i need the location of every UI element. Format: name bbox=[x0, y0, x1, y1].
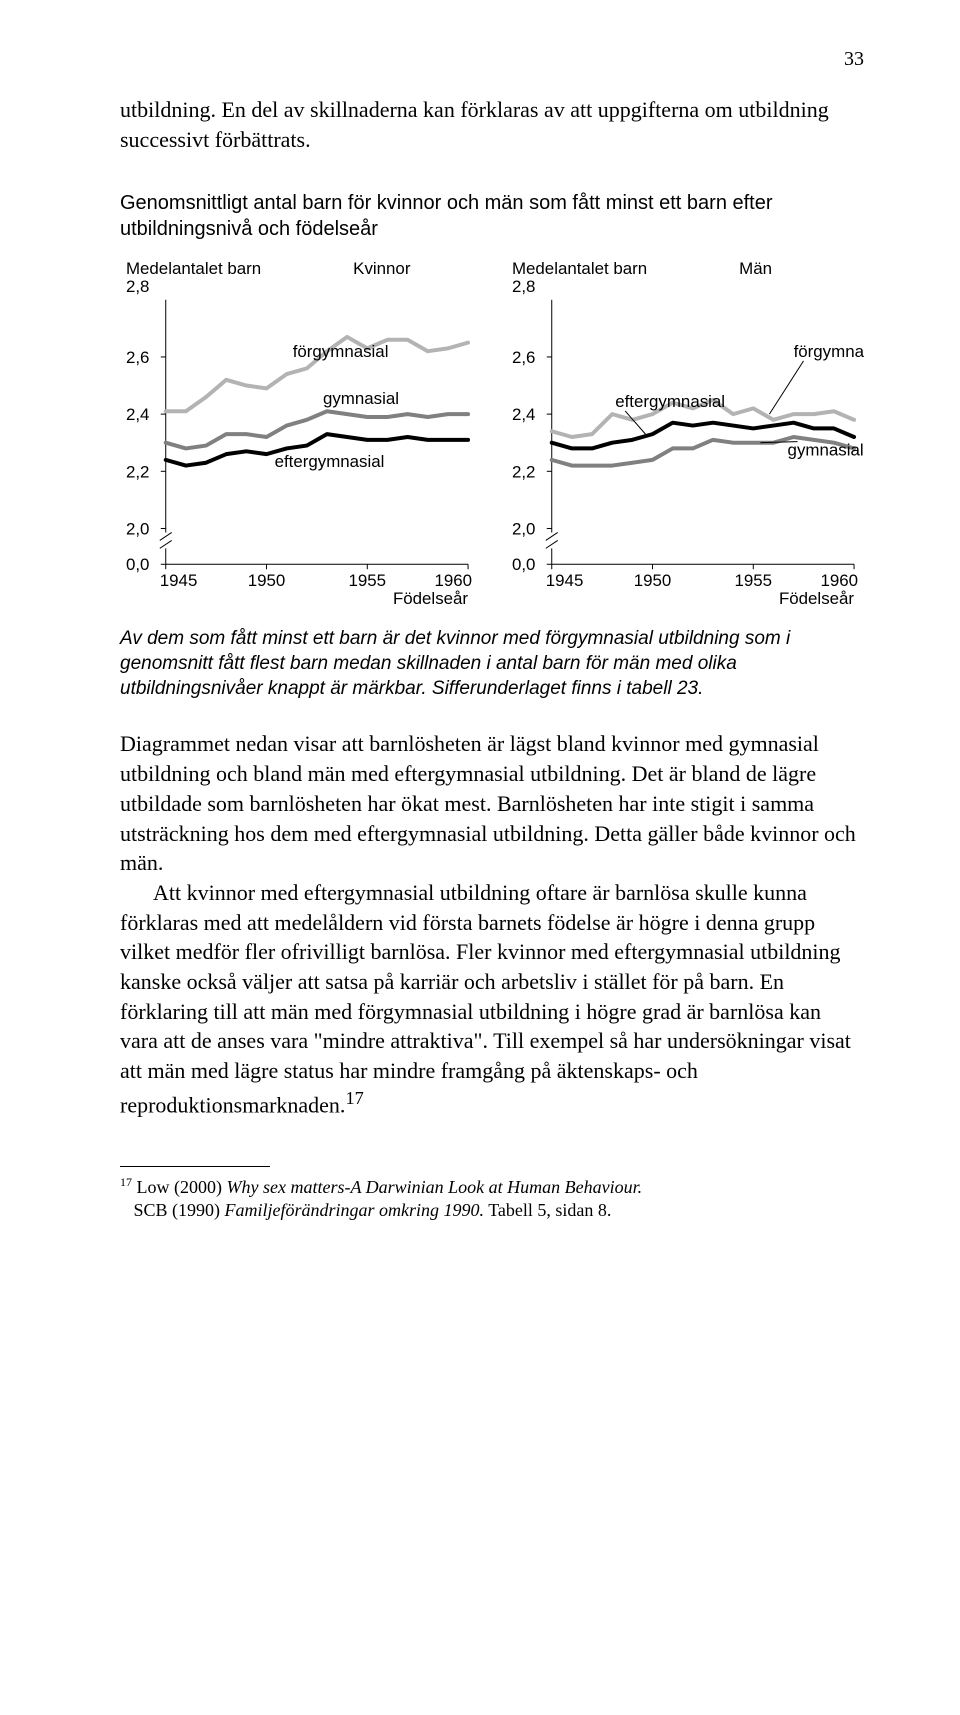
svg-text:0,0: 0,0 bbox=[512, 556, 535, 575]
svg-text:Män: Män bbox=[739, 259, 772, 278]
body-paragraph-1: Diagrammet nedan visar att barnlösheten … bbox=[120, 729, 864, 877]
svg-text:eftergymnasial: eftergymnasial bbox=[615, 392, 725, 411]
chart-kvinnor-svg: Medelantalet barn Kvinnor 2,8 2,6 2,4 2,2 2,0 0… bbox=[120, 256, 478, 614]
intro-paragraph: utbildning. En del av skillnaderna kan f… bbox=[120, 95, 864, 154]
body-text: Diagrammet nedan visar att barnlösheten … bbox=[120, 729, 864, 1119]
svg-text:1960: 1960 bbox=[820, 572, 858, 591]
svg-text:2,2: 2,2 bbox=[512, 463, 535, 482]
svg-text:2,6: 2,6 bbox=[126, 348, 149, 367]
svg-text:2,4: 2,4 bbox=[126, 405, 149, 424]
svg-text:1955: 1955 bbox=[734, 572, 772, 591]
svg-text:2,0: 2,0 bbox=[126, 520, 149, 539]
footnote: 17 Low (2000) Why sex matters-A Darwinia… bbox=[120, 1175, 864, 1223]
svg-text:1955: 1955 bbox=[348, 572, 386, 591]
svg-text:gymnasial: gymnasial bbox=[788, 441, 864, 460]
svg-text:Medelantalet barn: Medelantalet barn bbox=[512, 259, 647, 278]
svg-text:2,0: 2,0 bbox=[512, 520, 535, 539]
chart-man: Medelantalet barn Män 2,8 2,6 2,4 2,2 2,0 0,0 19… bbox=[506, 256, 864, 619]
svg-text:förgymnasial: förgymnasial bbox=[293, 342, 389, 361]
svg-text:2,8: 2,8 bbox=[126, 277, 149, 296]
svg-text:2,4: 2,4 bbox=[512, 405, 535, 424]
svg-text:1960: 1960 bbox=[434, 572, 472, 591]
svg-text:Medelantalet barn: Medelantalet barn bbox=[126, 259, 261, 278]
chart-title: Genomsnittligt antal barn för kvinnor oc… bbox=[120, 190, 864, 242]
svg-text:1945: 1945 bbox=[160, 572, 198, 591]
svg-text:Kvinnor: Kvinnor bbox=[353, 259, 411, 278]
body-paragraph-2: Att kvinnor med eftergymnasial utbildnin… bbox=[120, 878, 864, 1120]
chart-kvinnor: Medelantalet barn Kvinnor 2,8 2,6 2,4 2,2 2,0 0… bbox=[120, 256, 478, 619]
footnote-rule bbox=[120, 1166, 270, 1167]
charts-row: Medelantalet barn Kvinnor 2,8 2,6 2,4 2,2 2,0 0… bbox=[120, 256, 864, 619]
svg-text:Födelseår: Födelseår bbox=[779, 589, 854, 608]
svg-text:gymnasial: gymnasial bbox=[323, 389, 399, 408]
svg-text:1950: 1950 bbox=[634, 572, 672, 591]
chart-man-svg: Medelantalet barn Män 2,8 2,6 2,4 2,2 2,0 0,0 19… bbox=[506, 256, 864, 614]
svg-text:eftergymnasial: eftergymnasial bbox=[275, 452, 385, 471]
svg-text:Födelseår: Födelseår bbox=[393, 589, 468, 608]
svg-text:förgymnasial: förgymnasial bbox=[794, 342, 864, 361]
svg-text:0,0: 0,0 bbox=[126, 556, 149, 575]
page-number: 33 bbox=[120, 48, 864, 71]
chart-caption: Av dem som fått minst ett barn är det kv… bbox=[120, 627, 864, 701]
svg-text:1945: 1945 bbox=[546, 572, 584, 591]
svg-text:1950: 1950 bbox=[248, 572, 286, 591]
svg-text:2,2: 2,2 bbox=[126, 463, 149, 482]
svg-text:2,6: 2,6 bbox=[512, 348, 535, 367]
svg-text:2,8: 2,8 bbox=[512, 277, 535, 296]
